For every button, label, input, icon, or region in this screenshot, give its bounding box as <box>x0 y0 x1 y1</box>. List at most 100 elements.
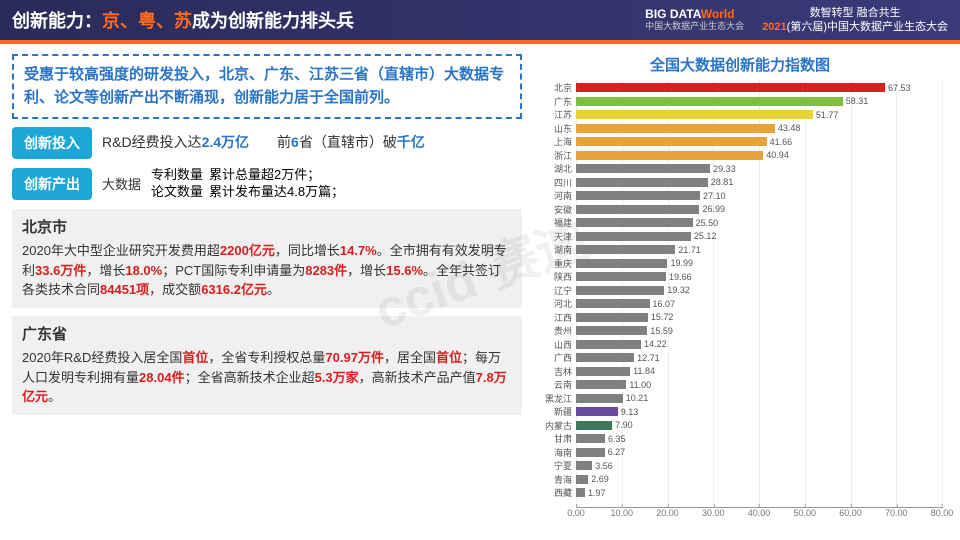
bar-label: 湖南 <box>554 243 576 256</box>
province-highlight: 首位 <box>182 350 208 365</box>
bar-value: 19.99 <box>667 258 693 268</box>
bar-row: 天津25.12 <box>576 230 942 244</box>
bar-row: 安徽26.99 <box>576 203 942 217</box>
bar-value: 19.32 <box>664 285 690 295</box>
bar-value: 51.77 <box>813 110 839 120</box>
bar-value: 2.69 <box>588 474 609 484</box>
bar-label: 宁夏 <box>554 459 576 472</box>
bar <box>576 421 612 430</box>
bar-value: 1.97 <box>585 488 606 498</box>
bar <box>576 272 666 281</box>
bar <box>576 124 775 133</box>
bar-value: 27.10 <box>700 191 726 201</box>
input-text-part: 前 <box>249 134 291 150</box>
province-text: ，成交额 <box>149 282 201 297</box>
province-highlight: 8283件 <box>305 263 347 278</box>
bar <box>576 110 813 119</box>
province-text: 2020年大中型企业研究开发费用超 <box>22 243 220 258</box>
bar-value: 58.31 <box>843 96 869 106</box>
bar-label: 山东 <box>554 122 576 135</box>
bar <box>576 461 592 470</box>
xtick: 10.00 <box>610 508 633 518</box>
bar-row: 海南6.27 <box>576 446 942 460</box>
province-highlight: 14.7% <box>340 243 377 258</box>
province-text: 。 <box>267 282 280 297</box>
bar-row: 四川28.81 <box>576 176 942 190</box>
bar-value: 26.99 <box>699 204 725 214</box>
xtick: 80.00 <box>931 508 954 518</box>
xtick: 50.00 <box>793 508 816 518</box>
province-highlight: 15.6% <box>386 263 423 278</box>
bar-row: 浙江40.94 <box>576 149 942 163</box>
bar-row: 江西15.72 <box>576 311 942 325</box>
output-tag: 创新产出 <box>12 168 92 200</box>
bar-value: 28.81 <box>708 177 734 187</box>
bar <box>576 286 664 295</box>
bar <box>576 245 675 254</box>
bar-row: 贵州15.59 <box>576 324 942 338</box>
province2-body: 2020年R&D经费投入居全国首位，全省专利授权总量70.97万件，居全国首位；… <box>22 348 512 407</box>
output-value: 累计发布量达4.8万篇； <box>209 184 344 201</box>
bar-row: 甘肃6.35 <box>576 432 942 446</box>
bar <box>576 205 699 214</box>
province-text: ，全省专利授权总量 <box>208 350 325 365</box>
province-beijing: 北京市 2020年大中型企业研究开发费用超2200亿元，同比增长14.7%。全市… <box>12 209 522 308</box>
bar <box>576 367 630 376</box>
logo-text-b: World <box>701 7 735 21</box>
bar-row: 宁夏3.56 <box>576 459 942 473</box>
bar <box>576 97 843 106</box>
slogan-line2: 2021(第六届)中国大数据产业生态大会 <box>762 20 948 34</box>
bar-row: 北京67.53 <box>576 81 942 95</box>
bar-label: 贵州 <box>554 324 576 337</box>
input-text-part: 2.4万亿 <box>202 134 249 150</box>
bar <box>576 313 648 322</box>
bar-row: 山西14.22 <box>576 338 942 352</box>
bar-label: 西藏 <box>554 486 576 499</box>
bar-value: 6.35 <box>605 434 626 444</box>
province-text: ，高新技术产品产值 <box>359 370 476 385</box>
chart-xaxis: 0.0010.0020.0030.0040.0050.0060.0070.008… <box>576 507 942 521</box>
bar-value: 15.72 <box>648 312 674 322</box>
bar-label: 甘肃 <box>554 432 576 445</box>
bar-row: 陕西19.66 <box>576 270 942 284</box>
bar-label: 青海 <box>554 473 576 486</box>
bar-label: 山西 <box>554 338 576 351</box>
bar-label: 上海 <box>554 135 576 148</box>
chart-gridline <box>942 81 943 503</box>
province-highlight: 33.6万件 <box>35 263 86 278</box>
province-highlight: 18.0% <box>125 263 162 278</box>
header-right: BIG DATAWorld 中国大数据产业生态大会 数智转型 融合共生 2021… <box>645 6 948 35</box>
bar-row: 辽宁19.32 <box>576 284 942 298</box>
bar-row: 山东43.48 <box>576 122 942 136</box>
bar-value: 25.12 <box>691 231 717 241</box>
bar-label: 河北 <box>554 297 576 310</box>
province-text: ；PCT国际专利申请量为 <box>162 263 305 278</box>
province-text: ，同比增长 <box>275 243 340 258</box>
bar <box>576 434 605 443</box>
bar <box>576 299 650 308</box>
bar-label: 辽宁 <box>554 284 576 297</box>
bar-value: 16.07 <box>650 299 676 309</box>
bar-value: 40.94 <box>763 150 789 160</box>
bar <box>576 394 623 403</box>
logo-main: BIG DATAWorld <box>645 8 744 21</box>
title-prefix: 创新能力： <box>12 11 102 31</box>
bar-label: 云南 <box>554 378 576 391</box>
bar-row: 黑龙江10.21 <box>576 392 942 406</box>
right-column: 全国大数据创新能力指数图 北京67.53广东58.31江苏51.77山东43.4… <box>532 54 948 532</box>
province-highlight: 84451项 <box>100 282 149 297</box>
bar <box>576 488 585 497</box>
output-col-values: 累计总量超2万件；累计发布量达4.8万篇； <box>209 167 344 201</box>
bar-row: 湖北29.33 <box>576 162 942 176</box>
bar <box>576 232 691 241</box>
input-text-part: 6 <box>291 134 299 150</box>
page-title: 创新能力：京、粤、苏成为创新能力排头兵 <box>12 7 354 33</box>
bar-value: 6.27 <box>605 447 626 457</box>
bar <box>576 407 618 416</box>
bar-row: 湖南21.71 <box>576 243 942 257</box>
bar-value: 15.59 <box>647 326 673 336</box>
bar-row: 吉林11.84 <box>576 365 942 379</box>
bar-row: 青海2.69 <box>576 473 942 487</box>
bar-value: 21.71 <box>675 245 701 255</box>
slogan-line1: 数智转型 融合共生 <box>762 6 948 20</box>
